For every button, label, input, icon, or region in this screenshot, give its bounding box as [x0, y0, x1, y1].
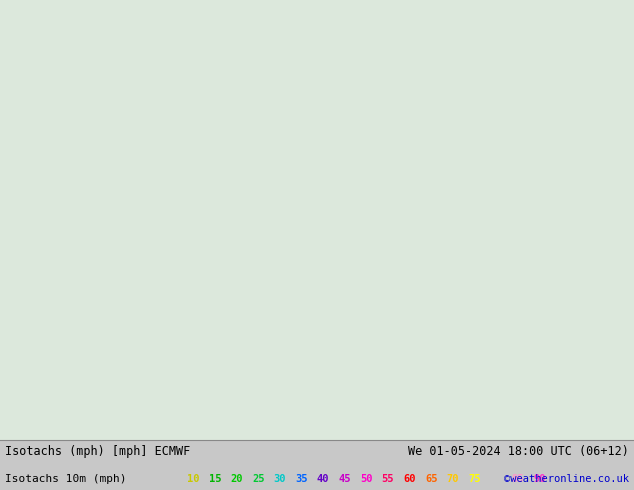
Text: 35: 35 [295, 474, 307, 484]
Text: 30: 30 [273, 474, 286, 484]
Text: 90: 90 [533, 474, 546, 484]
Text: ©weatheronline.co.uk: ©weatheronline.co.uk [504, 474, 629, 484]
Text: 75: 75 [469, 474, 481, 484]
Text: 10: 10 [187, 474, 200, 484]
Text: 45: 45 [339, 474, 351, 484]
Text: 15: 15 [209, 474, 221, 484]
Text: 60: 60 [403, 474, 416, 484]
Text: 80: 80 [490, 474, 502, 484]
Text: 85: 85 [512, 474, 524, 484]
Text: 20: 20 [230, 474, 243, 484]
Text: Isotachs (mph) [mph] ECMWF: Isotachs (mph) [mph] ECMWF [5, 444, 190, 458]
Text: 25: 25 [252, 474, 264, 484]
Text: 65: 65 [425, 474, 437, 484]
Text: 70: 70 [446, 474, 459, 484]
Text: 55: 55 [382, 474, 394, 484]
Text: 50: 50 [360, 474, 373, 484]
Text: 40: 40 [317, 474, 329, 484]
Text: We 01-05-2024 18:00 UTC (06+12): We 01-05-2024 18:00 UTC (06+12) [408, 444, 629, 458]
Text: Isotachs 10m (mph): Isotachs 10m (mph) [5, 474, 127, 484]
